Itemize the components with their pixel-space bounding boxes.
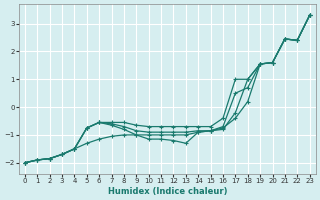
X-axis label: Humidex (Indice chaleur): Humidex (Indice chaleur): [108, 187, 227, 196]
